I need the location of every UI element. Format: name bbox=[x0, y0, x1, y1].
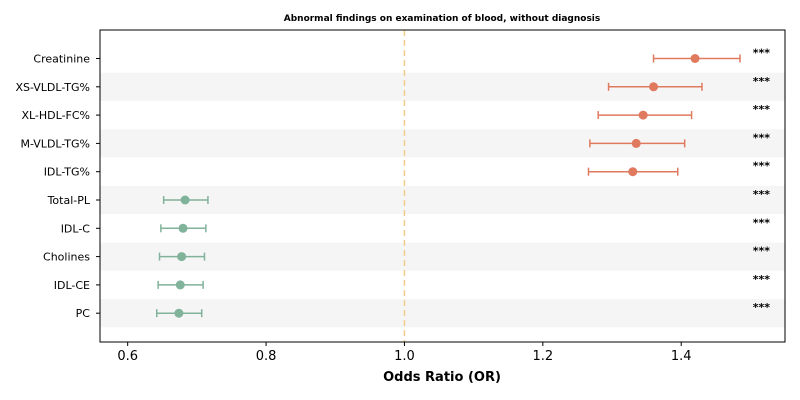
or-point bbox=[178, 223, 188, 233]
row-band bbox=[100, 299, 785, 328]
or-point bbox=[649, 82, 659, 92]
significance-label: *** bbox=[753, 131, 771, 144]
x-tick-label: 0.6 bbox=[117, 349, 138, 364]
category-label: IDL-CE bbox=[54, 279, 90, 292]
significance-label: *** bbox=[753, 75, 771, 88]
significance-label: *** bbox=[753, 160, 771, 173]
or-point bbox=[631, 138, 641, 148]
x-axis-ticks: 0.6 0.8 1.0 1.2 1.4 bbox=[117, 342, 692, 364]
category-labels: Creatinine XS-VLDL-TG% XL-HDL-FC% M-VLDL-TG… bbox=[15, 53, 100, 320]
category-label: XL-HDL-FC% bbox=[21, 109, 90, 122]
or-point bbox=[690, 54, 700, 63]
significance-labels: *** *** *** *** *** *** *** *** *** *** bbox=[753, 47, 771, 315]
significance-label: *** bbox=[753, 245, 771, 258]
significance-label: *** bbox=[753, 103, 771, 116]
category-label: IDL-TG% bbox=[44, 166, 90, 179]
x-tick-label: 1.2 bbox=[532, 349, 553, 364]
x-tick-label: 0.8 bbox=[256, 349, 277, 364]
chart-title: Abnormal findings on examination of bloo… bbox=[284, 14, 601, 24]
category-label: Cholines bbox=[43, 251, 90, 264]
plot-frame bbox=[99, 29, 786, 343]
category-label: Total-PL bbox=[47, 194, 91, 207]
or-point bbox=[628, 167, 638, 177]
significance-label: *** bbox=[753, 188, 771, 201]
category-label: M-VLDL-TG% bbox=[20, 137, 90, 150]
category-label: Creatinine bbox=[33, 53, 90, 66]
or-point bbox=[174, 308, 184, 318]
or-point bbox=[175, 280, 185, 290]
row-band bbox=[100, 185, 785, 215]
x-tick-label: 1.0 bbox=[394, 349, 415, 364]
or-point bbox=[177, 252, 187, 262]
significance-label: *** bbox=[753, 273, 771, 286]
significance-label: *** bbox=[753, 47, 771, 60]
row-band bbox=[100, 242, 785, 271]
or-point bbox=[180, 195, 190, 205]
x-axis-label: Odds Ratio (OR) bbox=[383, 370, 501, 385]
category-label: IDL-C bbox=[61, 222, 91, 235]
or-points bbox=[174, 54, 700, 318]
category-label: XS-VLDL-TG% bbox=[15, 81, 90, 94]
significance-label: *** bbox=[753, 216, 771, 229]
category-label: PC bbox=[76, 307, 91, 320]
significance-label: *** bbox=[753, 301, 771, 314]
x-tick-label: 1.4 bbox=[671, 349, 692, 364]
or-point bbox=[638, 110, 648, 120]
